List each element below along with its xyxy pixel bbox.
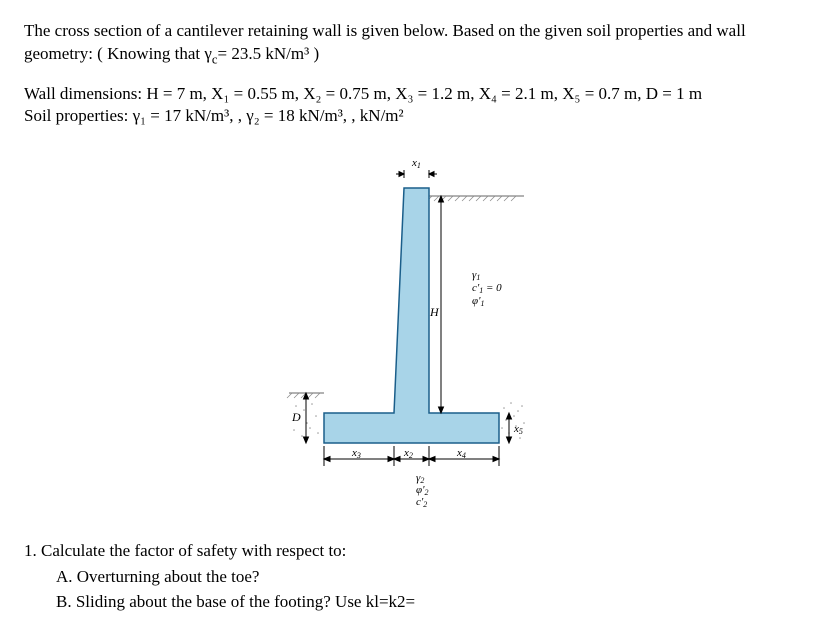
label-gamma1: γ1 [472,269,480,282]
label-H: H [429,305,440,319]
dim-D [304,393,309,443]
dim-H [439,196,444,413]
given-values: Wall dimensions: H = 7 m, X₁ = 0.55 m, X… [24,83,804,129]
label-D: D [291,410,301,424]
wall-shape [324,188,499,443]
label-c2: c'2 [416,496,427,508]
dim-x1 [396,170,437,178]
intro-text-2: = 23.5 kN/m³ ) [218,44,320,63]
question-1: 1. Calculate the factor of safety with r… [24,538,804,564]
question-block: 1. Calculate the factor of safety with r… [24,538,804,615]
label-x1: x1 [411,157,421,170]
label-x5: x5 [513,423,523,436]
label-x3: x3 [351,447,361,460]
wall-dimensions: Wall dimensions: H = 7 m, X₁ = 0.55 m, X… [24,83,804,106]
label-c1: c'1 = 0 [472,282,502,295]
question-1b: B. Sliding about the base of the footing… [24,589,804,615]
gamma-symbol: γ [204,44,212,63]
label-x4: x4 [456,447,466,460]
question-1a: A. Overturning about the toe? [24,564,804,590]
retaining-wall-diagram: x1 H D x5 [244,148,584,508]
soil-properties: Soil properties: γ₁ = 17 kN/m³, , γ₂ = 1… [24,105,804,128]
dim-x5 [507,413,512,443]
intro-text-1: The cross section of a cantilever retain… [24,21,746,63]
diagram-container: x1 H D x5 [24,148,804,508]
problem-intro: The cross section of a cantilever retain… [24,20,804,69]
label-phi1: φ'1 [472,295,484,308]
label-x2: x2 [403,447,413,460]
